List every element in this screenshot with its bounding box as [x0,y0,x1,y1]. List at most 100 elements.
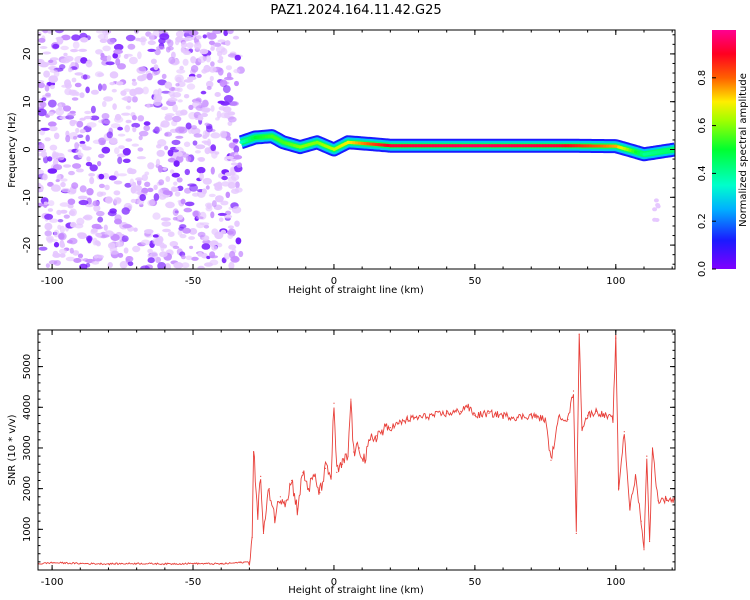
noise-speckle [47,99,57,108]
noise-speckle [182,227,192,234]
snr-point [296,508,298,510]
noise-speckle [53,229,60,238]
noise-speckle [127,43,136,50]
snr-xlabel: Height of straight line (km) [288,585,424,596]
noise-speckle [127,167,134,174]
noise-speckle [159,242,165,249]
noise-speckle [227,233,233,239]
spectrogram-ylabel: Frequency (Hz) [7,112,18,188]
snr-ytick-label: 2000 [22,476,33,501]
colorbar-tick-label: 0.8 [697,70,708,86]
noise-speckle [220,47,228,56]
noise-speckle [224,156,234,160]
noise-speckle [234,80,239,87]
noise-speckle [125,256,134,262]
noise-speckle [200,90,207,95]
noise-speckle [189,228,198,235]
noise-speckle [74,72,84,76]
snr-point [398,423,400,425]
noise-speckle [45,263,51,268]
snr-point [646,455,648,457]
snr-point [657,500,659,502]
noise-speckle [199,222,210,226]
noise-speckle [225,135,232,141]
noise-speckle [164,145,169,151]
noise-speckle [141,187,149,194]
snr-point [502,414,504,416]
noise-speckle [90,105,96,114]
noise-speckle [206,255,211,260]
noise-speckle [117,63,126,70]
noise-speckle [96,210,105,217]
noise-speckle [60,45,69,51]
snr-point [603,414,606,416]
snr-point [324,467,327,469]
spectrogram-ytick-label: 10 [22,95,33,108]
noise-speckle [44,222,53,231]
noise-speckle [179,224,187,229]
noise-speckle [122,148,131,156]
noise-speckle [183,94,190,99]
snr-point [578,333,580,335]
noise-speckle [72,250,80,256]
noise-speckle [131,115,137,121]
noise-speckle [206,86,212,90]
noise-speckle [194,150,201,154]
noise-speckle [194,42,202,50]
noise-speckle [117,252,124,258]
snr-point [595,410,597,412]
noise-speckle [69,247,74,254]
noise-speckle [206,125,213,133]
colorbar-tick-label: 0.4 [697,165,708,181]
noise-speckle [123,247,129,254]
noise-speckle [223,95,234,103]
noise-speckle [190,56,197,64]
noise-speckle [216,242,223,248]
noise-speckle [227,182,236,189]
noise-speckle [38,37,46,43]
noise-speckle [202,134,208,139]
noise-speckle [138,135,143,141]
snr-point [474,414,476,416]
noise-speckle [95,30,106,34]
noise-speckle [207,32,217,40]
noise-speckle [153,94,163,103]
noise-speckle [49,126,58,132]
noise-speckle [202,177,212,185]
noise-speckle [117,133,126,137]
noise-speckle [85,134,90,142]
noise-speckle [94,226,103,230]
noise-speckle [124,53,133,57]
noise-speckle [75,91,80,96]
snr-point [251,536,253,539]
noise-speckle [65,134,71,143]
spectrogram-ytick-label: -20 [22,237,33,253]
noise-speckle [217,50,223,57]
spectrogram-xtick-label: 100 [606,276,625,287]
noise-speckle [64,88,72,96]
noise-speckle [159,33,170,41]
noise-speckle [109,208,117,214]
noise-speckle [191,125,197,130]
noise-speckle [76,217,85,226]
noise-speckle [154,48,161,56]
noise-speckle [171,139,181,146]
noise-speckle [173,262,184,269]
noise-speckle [187,76,197,81]
noise-speckle [58,103,63,111]
noise-speckle [98,173,105,180]
noise-speckle [147,257,155,264]
colorbar-label: Normalized spectral amplitude [738,73,749,227]
noise-speckle [90,115,100,121]
noise-speckle [88,173,95,177]
noise-speckle [202,99,209,108]
colorbar-tick-label: 0.0 [697,261,708,277]
snr-point [389,427,391,429]
figure-title: PAZ1.2024.164.11.42.G25 [270,3,441,18]
noise-speckle [152,234,159,238]
noise-speckle [44,230,52,237]
noise-speckle [231,206,242,214]
noise-speckle [125,105,131,110]
noise-speckle [115,81,124,86]
